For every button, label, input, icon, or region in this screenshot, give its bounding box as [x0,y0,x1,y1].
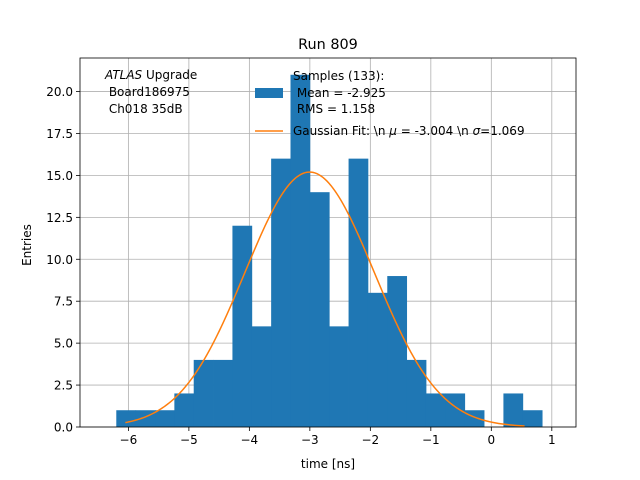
x-axis-ticks: −6 −5 −4 −3 −2 −1 0 1 [120,427,556,447]
x-tick-label: −1 [422,433,440,447]
histogram-bar [445,393,466,427]
histogram-bar [155,410,175,427]
plot-frame [79,57,577,428]
upgrade-label: Upgrade [142,68,197,82]
x-tick-label: −4 [241,433,259,447]
chart-title: Run 809 [298,37,358,53]
y-axis-ticks: 0.0 2.5 5.0 7.5 10.0 12.5 15.0 17.5 20.0 [46,85,80,435]
histogram-bar [174,393,195,427]
histogram-bar [348,158,369,428]
histogram-bar [503,393,524,427]
legend-fit-end: =1.069 [480,124,524,138]
svg-text:ATLAS Upgrade: ATLAS Upgrade [104,68,197,82]
y-axis-label: Entries [20,224,34,266]
x-tick-label: −3 [301,433,319,447]
y-tick-label: 12.5 [46,211,73,225]
histogram-bar [116,410,137,427]
legend-fit-mu: μ [388,124,397,138]
atlas-label: ATLAS [104,68,143,82]
histogram-bar [193,359,214,427]
y-tick-label: 20.0 [46,85,73,99]
board-label: Board186975 [105,85,190,99]
histogram-bar [290,74,311,427]
y-tick-label: 7.5 [54,295,73,309]
histogram-bar [213,359,233,427]
histogram-bar [232,225,253,427]
histogram-bars [116,74,543,428]
x-tick-label: 0 [487,433,495,447]
y-tick-label: 15.0 [46,169,73,183]
legend-fit-mid: = -3.004 \n [397,124,473,138]
y-tick-label: 2.5 [54,379,73,393]
histogram-bar [329,326,349,427]
y-tick-label: 5.0 [54,337,73,351]
histogram-bar [425,393,446,427]
channel-label: Ch018 35dB [105,102,183,116]
histogram-bar [271,158,291,428]
legend-fit-prefix: Gaussian Fit: \n [293,124,389,138]
legend-mean-label: Mean = -2.925 [293,86,386,100]
histogram-bar [522,410,543,427]
gaussian-fit-curve [125,171,525,427]
x-tick-label: 1 [548,433,556,447]
histogram-bar [251,326,272,427]
histogram-bar [406,359,427,427]
legend-fit-label: Gaussian Fit: \n μ = -3.004 \n σ=1.069 [293,124,525,138]
histogram-bar [309,192,330,427]
y-tick-label: 0.0 [54,421,73,435]
x-axis-label: time [ns] [301,457,355,471]
histogram-bar [464,410,485,427]
x-tick-label: −2 [361,433,379,447]
histogram-bar [367,292,388,427]
legend-histogram-swatch [255,88,283,98]
y-tick-label: 10.0 [46,253,73,267]
x-tick-label: −6 [120,433,138,447]
legend-samples-label: Samples (133): [293,69,384,83]
y-tick-label: 17.5 [46,127,73,141]
legend-rms-label: RMS = 1.158 [293,102,375,116]
x-tick-label: −5 [180,433,198,447]
legend-fit-sigma: σ [473,124,481,138]
atlas-annotation: ATLAS Upgrade Board186975 Ch018 35dB [104,68,197,116]
histogram-bar [387,276,408,427]
legend: Samples (133): Mean = -2.925 RMS = 1.158… [255,69,525,138]
